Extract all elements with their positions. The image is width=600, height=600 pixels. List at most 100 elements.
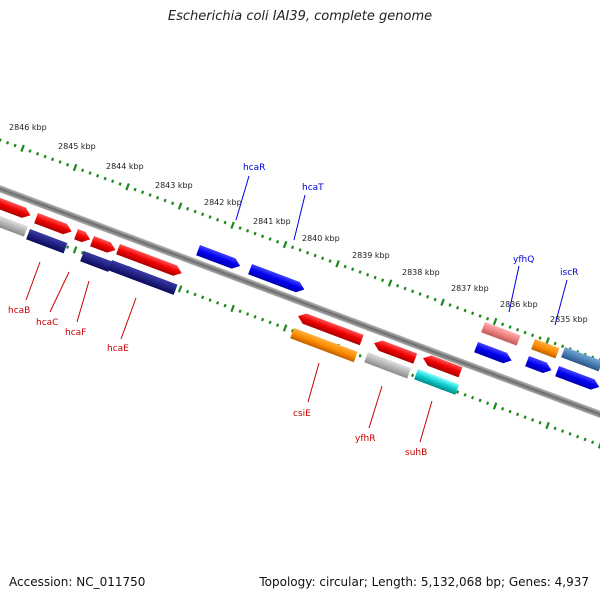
scale-tick: [440, 298, 445, 306]
scale-label: 2846 kbp: [9, 123, 47, 132]
scale-tick: [373, 275, 377, 280]
gene-label-iscR: iscR: [560, 268, 578, 278]
scale-tick: [538, 420, 542, 425]
scale-tick: [553, 341, 557, 346]
backbone: [0, 177, 600, 431]
scale-tick: [230, 304, 235, 313]
scale-label: 2838 kbp: [402, 268, 440, 277]
scale-tick: [433, 297, 437, 302]
scale-tick: [72, 163, 78, 172]
gene-leader-line: [554, 279, 568, 326]
scale-tick: [66, 245, 70, 249]
gene-feature: [414, 369, 460, 395]
scale-tick: [96, 173, 100, 178]
scale-tick: [177, 202, 183, 210]
gene-labels: hcaR hcaT yfhQ iscR hcaB hcaC hcaF hcaE csiE yfhR…: [8, 163, 578, 458]
scale-tick: [193, 209, 197, 214]
gene-label-hcaT: hcaT: [302, 183, 324, 193]
gene-feature: [374, 340, 418, 364]
scale-tick: [321, 256, 325, 261]
scale-tick: [66, 162, 70, 167]
scale-ticks-outer: [0, 138, 600, 364]
gene-leader-line: [419, 400, 433, 443]
gene-feature: [531, 339, 560, 359]
gene-feature: [298, 313, 364, 346]
scale-tick: [583, 437, 587, 442]
scale-tick: [426, 294, 430, 299]
scale-tick: [471, 311, 475, 316]
gene-label-hcaR: hcaR: [243, 163, 265, 173]
scale-tick: [478, 398, 482, 403]
scale-tick: [411, 373, 415, 378]
gene-leader-line: [49, 271, 70, 313]
scale-tick: [253, 231, 257, 236]
scale-tick: [13, 143, 17, 148]
gene-feature: [108, 260, 178, 295]
scale-label: 2837 kbp: [451, 284, 489, 293]
scale-tick: [456, 305, 460, 310]
scale-tick: [351, 267, 355, 272]
scale-tick: [471, 395, 475, 400]
scale-tick: [335, 260, 340, 268]
scale-tick: [268, 237, 272, 241]
scale-tick: [516, 327, 520, 332]
scale-tick: [111, 179, 115, 184]
scale-label: 2836 kbp: [500, 300, 538, 309]
gene-feature: [0, 196, 31, 218]
scale-tick: [208, 298, 212, 302]
scale-tick: [516, 412, 520, 417]
scale-tick: [238, 309, 242, 314]
scale-tick: [230, 221, 235, 229]
scale-tick: [545, 421, 550, 430]
gene-feature: [26, 229, 68, 254]
scale-tick: [478, 314, 482, 318]
gene-feature: [80, 251, 113, 272]
gene-feature: [364, 352, 412, 379]
scale-tick: [343, 264, 347, 269]
scale-tick: [201, 295, 205, 300]
gene-leader-line: [368, 385, 383, 429]
gene-feature: [116, 244, 182, 276]
scale-tick: [591, 440, 595, 445]
scale-label: 2845 kbp: [58, 142, 96, 151]
gene-label-csiE: csiE: [293, 409, 311, 419]
scale-tick: [81, 168, 85, 173]
scale-tick: [523, 415, 527, 419]
scale-label: 2835 kbp: [550, 315, 588, 324]
scale-tick: [156, 195, 160, 200]
gene-feature: [561, 347, 600, 372]
scale-tick: [291, 245, 295, 250]
scale-tick: [576, 434, 580, 439]
gene-feature: [290, 328, 358, 363]
scale-tick: [186, 206, 190, 211]
scale-tick: [88, 171, 92, 175]
gene-leader-line: [293, 194, 306, 241]
scale-tick: [313, 253, 317, 258]
gene-label-hcaF: hcaF: [65, 328, 86, 338]
scale-tick: [118, 182, 122, 186]
gene-label-yfhR: yfhR: [355, 434, 375, 444]
scale-tick: [261, 317, 265, 322]
scale-tick: [508, 325, 512, 329]
scale-label: 2839 kbp: [352, 251, 390, 260]
scale-tick: [6, 140, 10, 145]
scale-tick: [133, 187, 137, 192]
scale-tick: [268, 320, 272, 325]
scale-tick: [358, 354, 362, 358]
scale-tick: [486, 316, 490, 321]
gene-feature: [90, 236, 116, 253]
scale-tick: [20, 144, 25, 152]
scale-tick: [501, 407, 505, 411]
scale-tick: [306, 250, 310, 255]
scale-tick: [43, 154, 47, 159]
scale-tick: [253, 315, 257, 319]
gene-feature: [196, 245, 241, 269]
scale-label: 2843 kbp: [155, 181, 193, 190]
gene-label-yfhQ: yfhQ: [513, 255, 534, 265]
gene-feature: [74, 229, 91, 243]
scale-tick: [282, 240, 288, 249]
scale-tick: [216, 301, 220, 305]
scale-tick: [561, 429, 565, 433]
scale-tick: [193, 292, 197, 297]
